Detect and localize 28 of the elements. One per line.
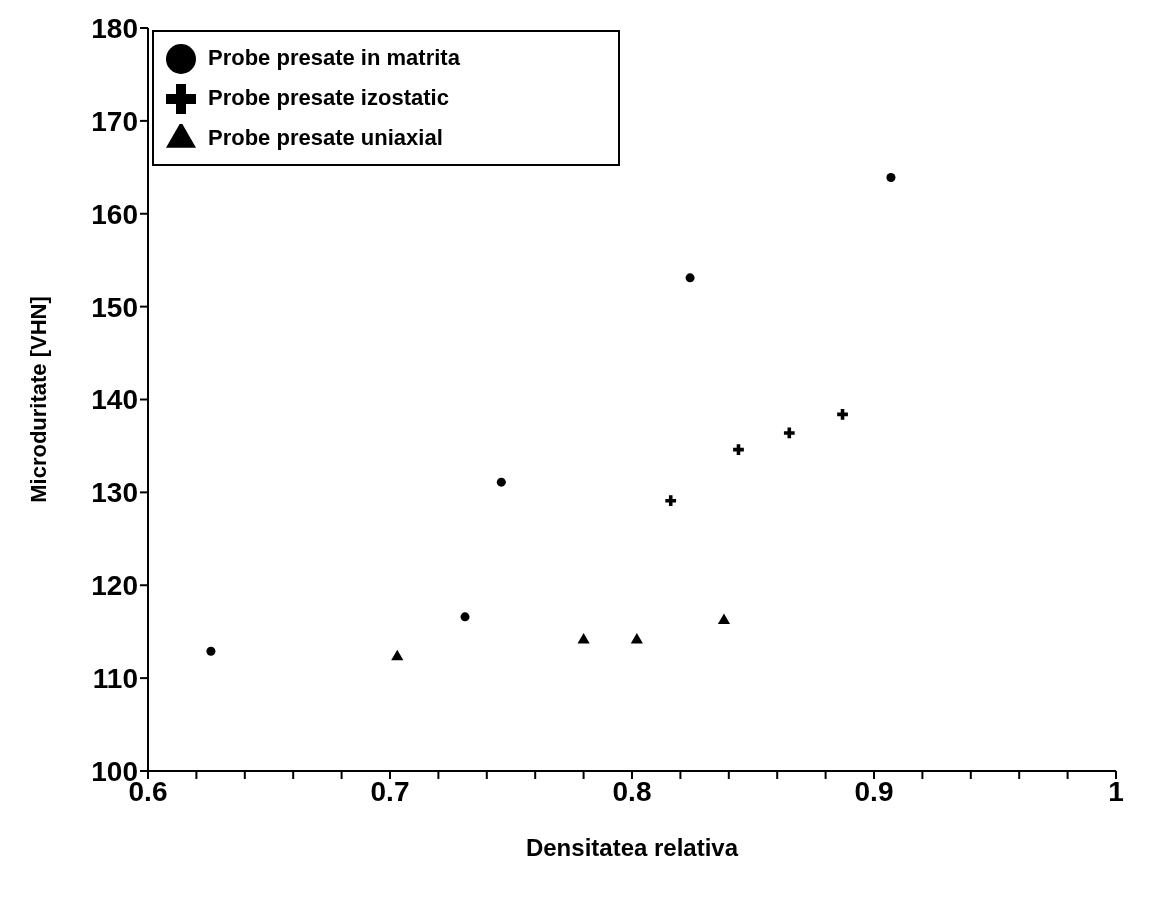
x-axis-title: Densitatea relativa xyxy=(525,834,739,861)
x-tick-label: 0.8 xyxy=(612,775,652,807)
legend-label: Probe presate izostatic xyxy=(208,85,449,110)
point xyxy=(391,649,404,661)
y-tick-label: 160 xyxy=(91,198,138,230)
y-tick-label: 120 xyxy=(91,570,138,602)
point xyxy=(460,612,470,622)
legend-label: Probe presate in matrita xyxy=(208,45,460,70)
x-tick-label: 0.7 xyxy=(370,775,410,807)
y-tick-label: 180 xyxy=(91,12,138,44)
y-tick-label: 150 xyxy=(91,291,138,323)
point xyxy=(206,646,216,656)
y-tick-label: 110 xyxy=(92,663,138,695)
y-tick-label: 170 xyxy=(91,105,138,137)
point xyxy=(577,633,590,644)
point xyxy=(886,173,896,183)
point xyxy=(685,273,695,283)
point xyxy=(783,427,795,439)
point xyxy=(717,613,731,625)
point xyxy=(630,633,643,644)
point xyxy=(665,495,677,507)
y-tick-label: 130 xyxy=(91,477,138,509)
y-axis-title: Microduritate [VHN] xyxy=(25,296,51,503)
legend-label: Probe presate uniaxial xyxy=(208,125,443,150)
y-tick-label: 140 xyxy=(91,384,138,416)
x-tick-label: 1 xyxy=(1108,775,1124,807)
point xyxy=(496,477,506,487)
x-tick-label: 0.9 xyxy=(854,775,894,807)
